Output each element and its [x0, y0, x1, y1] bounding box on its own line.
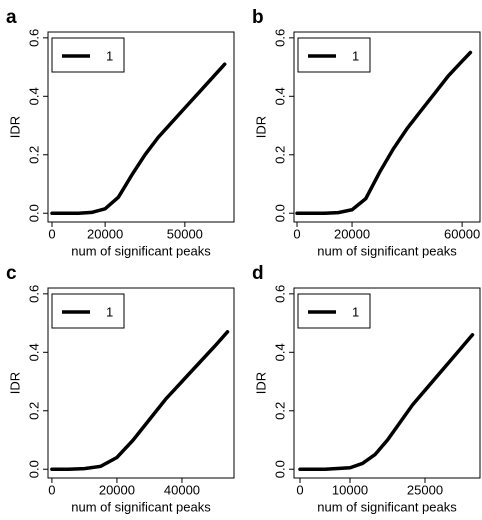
legend-label: 1 [352, 48, 359, 63]
x-tick-label: 20000 [87, 226, 123, 241]
data-line [50, 62, 227, 215]
x-axis-label: num of significant peaks [71, 243, 211, 258]
plot-frame [47, 287, 235, 479]
x-tick-label: 25000 [407, 482, 443, 497]
x-tick-label: 0 [48, 226, 55, 241]
x-axis-label: num of significant peaks [71, 499, 211, 514]
y-tick-label: 0.6 [272, 29, 287, 47]
data-line [50, 330, 230, 471]
y-tick-label: 0.4 [26, 343, 41, 361]
x-tick-label: 20000 [99, 482, 135, 497]
y-tick-label: 0.4 [272, 343, 287, 361]
y-tick-label: 0.6 [26, 29, 41, 47]
y-tick-label: 0.2 [26, 146, 41, 164]
y-tick-label: 0.0 [272, 460, 287, 478]
legend-label: 1 [106, 304, 113, 319]
x-tick-label: 20000 [334, 226, 370, 241]
y-tick-label: 0.6 [26, 285, 41, 303]
x-axis-label: num of significant peaks [317, 499, 457, 514]
y-axis-label: IDR [7, 116, 22, 138]
plot-frame [47, 31, 235, 223]
plot-frame [293, 31, 481, 223]
y-axis-label: IDR [253, 372, 268, 394]
panel-label: c [6, 263, 17, 284]
x-tick-label: 0 [293, 226, 300, 241]
y-tick-label: 0.0 [26, 460, 41, 478]
y-tick-label: 0.2 [26, 402, 41, 420]
x-tick-label: 50000 [167, 226, 203, 241]
x-axis-label: num of significant peaks [317, 243, 457, 258]
data-line [298, 333, 475, 471]
x-tick-label: 10000 [332, 482, 368, 497]
panel-label: d [252, 263, 264, 284]
x-tick-label: 0 [48, 482, 55, 497]
y-axis-label: IDR [253, 116, 268, 138]
panel-label: b [252, 7, 264, 28]
y-tick-label: 0.4 [272, 87, 287, 105]
y-axis-label: IDR [7, 372, 22, 394]
y-tick-label: 0.0 [26, 204, 41, 222]
y-tick-label: 0.0 [272, 204, 287, 222]
x-tick-label: 0 [296, 482, 303, 497]
legend-label: 1 [352, 304, 359, 319]
y-tick-label: 0.2 [272, 146, 287, 164]
data-line [295, 50, 473, 215]
plot-frame [293, 287, 481, 479]
x-tick-label: 60000 [444, 226, 480, 241]
legend-label: 1 [106, 48, 113, 63]
y-tick-label: 0.4 [26, 87, 41, 105]
panel-label: a [6, 7, 17, 28]
y-tick-label: 0.6 [272, 285, 287, 303]
y-tick-label: 0.2 [272, 402, 287, 420]
x-tick-label: 40000 [164, 482, 200, 497]
